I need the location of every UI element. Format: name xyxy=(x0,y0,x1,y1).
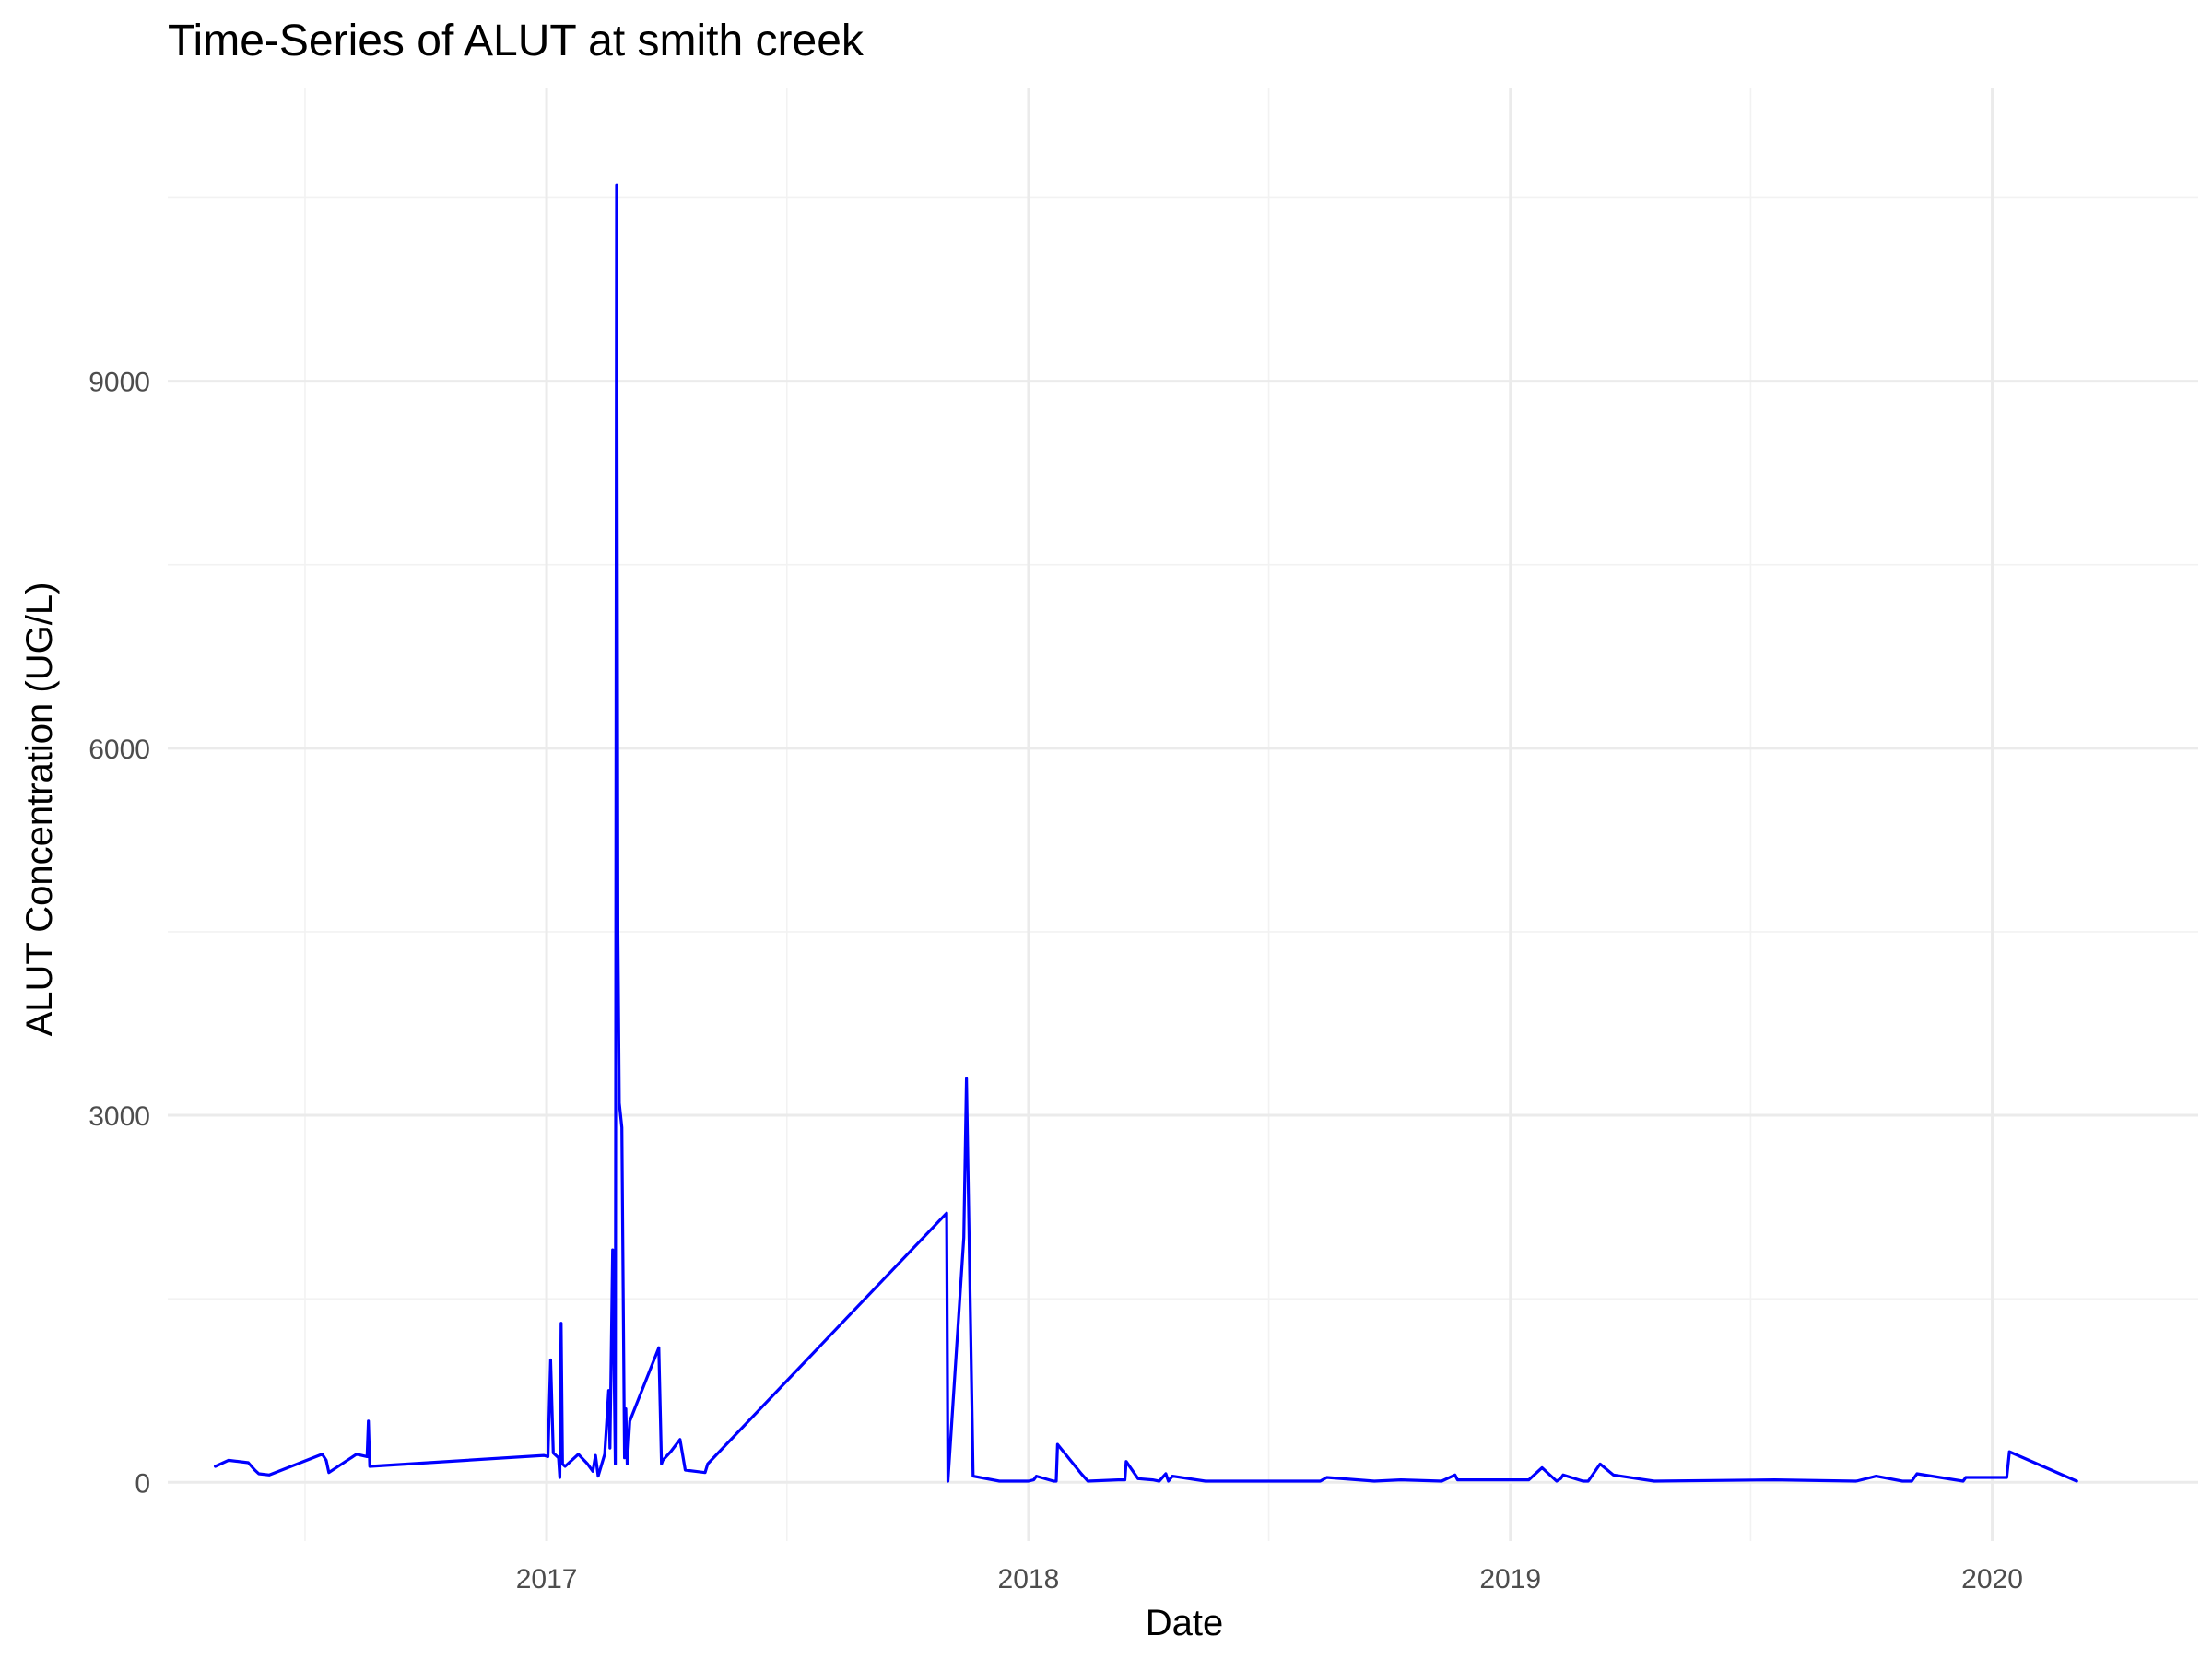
x-tick-label: 2017 xyxy=(516,1564,578,1594)
major-gridlines xyxy=(168,88,2198,1541)
chart-title: Time-Series of ALUT at smith creek xyxy=(168,17,865,65)
x-tick-label: 2019 xyxy=(1479,1564,1541,1594)
x-axis-tick-labels: 2017 2018 2019 2020 xyxy=(516,1564,2023,1594)
y-tick-label: 6000 xyxy=(88,735,150,765)
x-axis-title: Date xyxy=(1146,1603,1224,1643)
y-tick-label: 3000 xyxy=(88,1101,150,1132)
y-axis-title: ALUT Concentration (UG/L) xyxy=(19,582,60,1037)
minor-gridlines xyxy=(168,88,2198,1541)
y-axis-tick-labels: 0 3000 6000 9000 xyxy=(88,368,150,1500)
y-tick-label: 9000 xyxy=(88,368,150,398)
x-tick-label: 2020 xyxy=(1961,1564,2023,1594)
y-tick-label: 0 xyxy=(135,1468,150,1499)
alut-series-line xyxy=(214,183,2078,1483)
x-tick-label: 2018 xyxy=(998,1564,1060,1594)
